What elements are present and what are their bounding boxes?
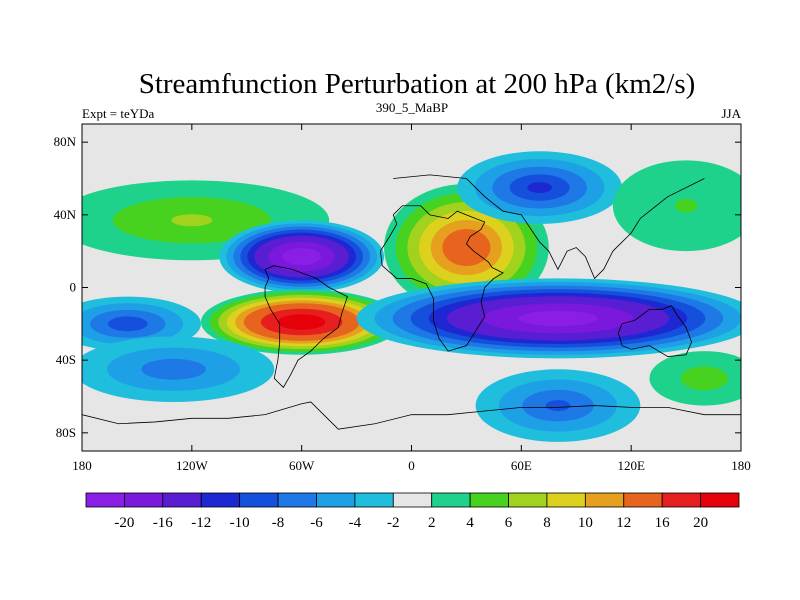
run-label: 390_5_MaBP — [376, 100, 448, 115]
colorbar-swatch — [700, 492, 740, 508]
x-tick-label: 180 — [731, 458, 751, 473]
colorbar-label: 20 — [693, 515, 708, 531]
colorbar-swatch — [239, 492, 279, 508]
colorbar-swatch — [469, 492, 509, 508]
colorbar-label: -4 — [349, 515, 362, 531]
colorbar-label: 8 — [543, 515, 551, 531]
colorbar-label: 6 — [505, 515, 513, 531]
x-tick-label: 60W — [289, 458, 315, 473]
coastline — [617, 305, 693, 357]
contour-level — [527, 182, 552, 194]
colorbar-label: 16 — [655, 515, 671, 531]
contour-level — [171, 214, 213, 227]
colorbar-label: -10 — [230, 515, 250, 531]
x-tick-label: 120E — [617, 458, 645, 473]
y-tick-label: 40N — [54, 207, 77, 222]
colorbar-swatch — [508, 492, 548, 508]
contour-eurasia-negative — [457, 151, 623, 224]
colorbar-swatch — [392, 492, 433, 508]
colorbar-label: -6 — [310, 515, 323, 531]
colorbar-swatch — [162, 492, 202, 508]
y-tick-label: 40S — [56, 352, 76, 367]
coastline — [82, 401, 741, 430]
colorbar-swatch — [354, 492, 394, 508]
y-tick-label: 0 — [70, 280, 77, 295]
colorbar-label: 10 — [578, 515, 593, 531]
y-tick-label: 80S — [56, 425, 76, 440]
plot-area — [81, 123, 742, 452]
colorbar-swatch — [661, 492, 701, 508]
colorbar-label: -16 — [153, 515, 173, 531]
colorbar-swatch — [277, 492, 317, 508]
contour-indian-ocean-negative — [356, 278, 741, 359]
colorbar-label: -20 — [114, 515, 134, 531]
colorbar-swatch — [124, 492, 164, 508]
contour-level — [278, 314, 326, 330]
season-label: JJA — [721, 106, 741, 121]
colorbar-label: -2 — [387, 515, 400, 531]
contour-level — [282, 248, 322, 266]
contour-level — [680, 366, 729, 391]
x-tick-label: 0 — [408, 458, 415, 473]
colorbar-swatch — [200, 492, 241, 508]
x-tick-label: 120W — [176, 458, 209, 473]
contour-e-asia-positive — [612, 160, 741, 252]
contour-s-atlantic-negative — [82, 336, 275, 402]
x-tick-label: 180 — [72, 458, 92, 473]
contour-s-indian-negative — [475, 369, 641, 442]
colorbar-label: 4 — [466, 515, 474, 531]
contour-level — [141, 358, 206, 380]
axis-ticks: 180 120W 60W 0 60E 120E 180 80N 40N 0 40S 80S — [54, 124, 751, 473]
colorbar-label: 2 — [428, 515, 436, 531]
colorbar-label: 12 — [616, 515, 631, 531]
colorbar-label: -12 — [191, 515, 211, 531]
contour-level — [442, 228, 491, 267]
y-tick-label: 80N — [54, 134, 77, 149]
colorbar-label: -8 — [272, 515, 285, 531]
contour-s-america-positive — [200, 289, 403, 355]
chart-title: Streamfunction Perturbation at 200 hPa (… — [139, 68, 696, 100]
colorbar-swatch — [623, 492, 663, 508]
contour-sw-pacific-positive — [649, 351, 741, 406]
colorbar-swatch — [584, 492, 625, 508]
contour-atlantic-negative — [219, 220, 385, 293]
colorbar-swatch — [546, 492, 586, 508]
coastlines — [82, 174, 741, 430]
experiment-label: Expt = teYDa — [82, 106, 155, 121]
colorbar-swatch — [316, 492, 356, 508]
colorbar: -20 -16 -12 -10 -8 -6 -4 -2 2 4 6 8 10 12 16 20 — [85, 492, 740, 531]
contour-level — [675, 198, 698, 213]
contour-arabia-positive — [384, 183, 549, 312]
contour-level — [545, 400, 571, 412]
coastline — [264, 265, 348, 389]
coastline — [379, 205, 504, 352]
colorbar-swatch — [431, 492, 471, 508]
coastline — [393, 174, 705, 280]
contour-level — [107, 316, 148, 332]
contour-level — [518, 310, 598, 327]
colorbar-swatch — [85, 492, 125, 508]
x-tick-label: 60E — [511, 458, 532, 473]
